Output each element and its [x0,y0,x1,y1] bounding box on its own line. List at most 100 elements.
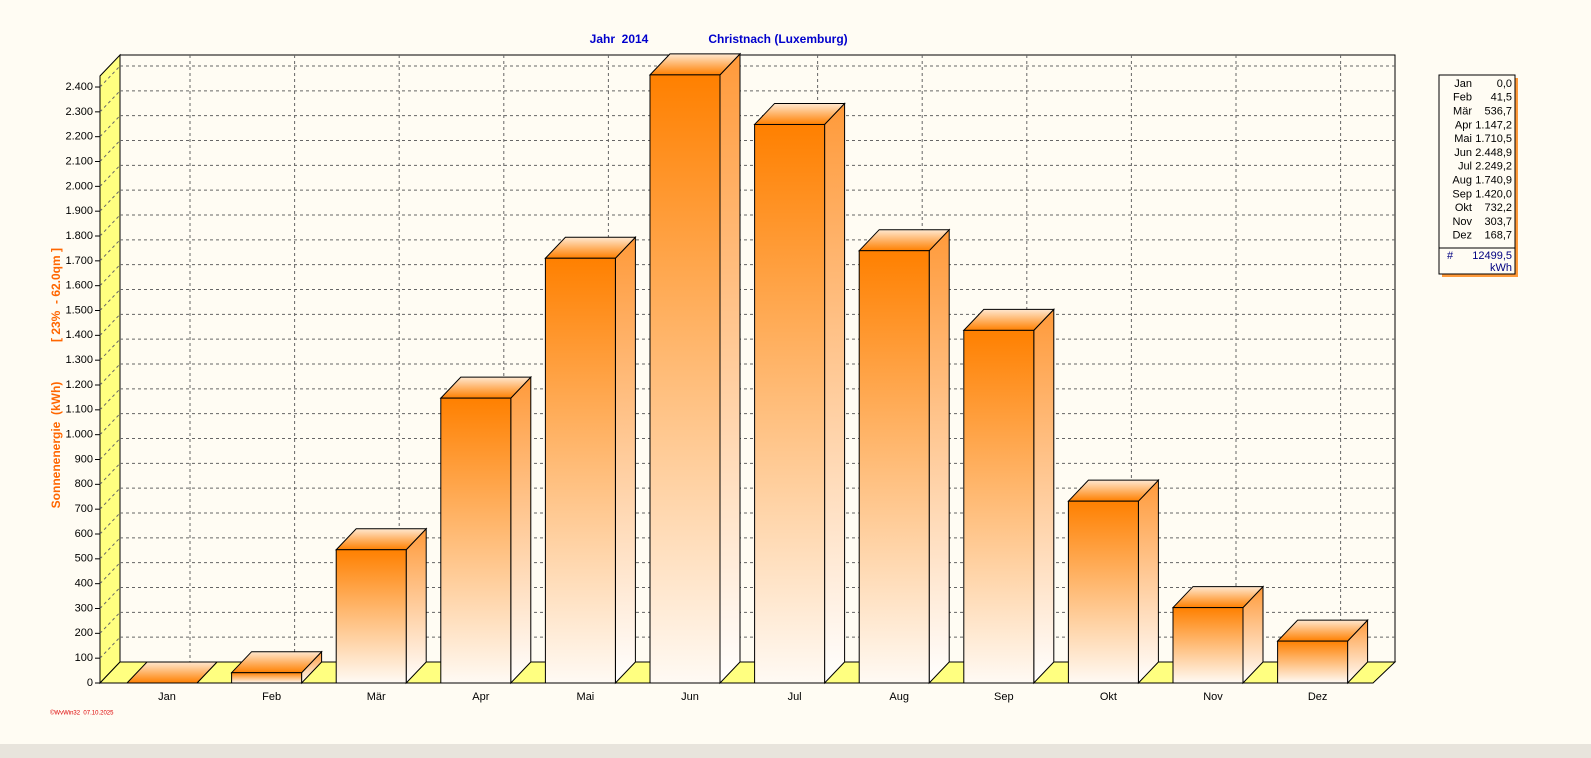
x-tick-label: Feb [262,691,281,703]
legend-box [1438,74,1516,275]
y-axis-note: [ 23% - 62.0qm ] [49,248,63,342]
grid-line [99,487,121,510]
grid-line [99,611,121,634]
y-tick-label: 1.200 [65,379,93,391]
legend-value: 2.448,9 [1475,147,1512,159]
legend-value: 168,7 [1484,230,1512,242]
legend-month: Nov [1452,216,1472,228]
legend-value: 732,2 [1484,202,1512,214]
grid-line [99,512,121,535]
bar [1067,500,1139,684]
y-tick-label: 2.000 [65,180,93,192]
legend-month: Jun [1454,147,1472,159]
legend-month: Okt [1455,202,1472,214]
legend-value: 1.710,5 [1475,133,1512,145]
y-tick-label: 2.400 [65,81,93,93]
y-tick-label: 800 [75,478,93,490]
chart-subtitle: Christnach (Luxemburg) [708,32,847,46]
x-tick-label: Okt [1100,691,1117,703]
status-strip [0,744,1591,758]
y-tick-label: 400 [75,578,93,590]
y-tick-label: 2.200 [65,131,93,143]
y-axis-label: Sonnenenergie (kWh) [49,382,63,509]
bar [754,123,826,684]
y-tick-label: 2.100 [65,155,93,167]
grid-line [99,115,121,138]
bar-side [614,235,636,685]
grid-line [99,264,121,287]
legend-month: Jan [1454,78,1472,90]
bar-side [928,228,950,685]
bar-side [510,375,532,685]
y-tick-label: 1.500 [65,304,93,316]
bar [963,329,1035,684]
legend-month: Jul [1458,161,1472,173]
footer: ©WvWin32 07.10.2025 [50,710,114,717]
y-tick-label: 600 [75,528,93,540]
bar-side [1137,478,1159,685]
legend-month: Feb [1453,92,1472,104]
grid-line [99,363,121,386]
bar [1277,640,1349,684]
x-tick-label: Jul [788,691,802,703]
bar-side [824,102,846,685]
legend-month: Mai [1454,133,1472,145]
y-tick-label: 2.300 [65,106,93,118]
bar [231,672,303,684]
legend-value: 41,5 [1491,92,1512,104]
legend-value: 303,7 [1484,216,1512,228]
y-tick-label: 0 [87,677,93,689]
y-tick-label: 1.800 [65,230,93,242]
grid-line [99,165,121,187]
bar [335,549,407,684]
x-tick-label: Jun [681,691,699,703]
grid-line [99,438,121,460]
y-tick-label: 1.900 [65,205,93,217]
grid-line [99,413,121,436]
grid-line [99,388,121,411]
legend-month: Aug [1452,175,1472,187]
x-tick-label: Aug [889,691,909,703]
legend-value: 1.420,0 [1475,188,1512,200]
y-tick-label: 1.700 [65,255,93,267]
grid-line [99,587,121,609]
legend-month: Dez [1452,230,1472,242]
grid-line [99,537,121,560]
bar-side [1033,308,1055,685]
total-value: 12499,5 [1472,250,1512,262]
legend-month: Sep [1452,188,1472,200]
legend-value: 1.147,2 [1475,119,1512,131]
bar-top [125,661,219,684]
y-tick-label: 500 [75,553,93,565]
x-tick-label: Sep [994,691,1014,703]
y-tick-label: 1.600 [65,280,93,292]
y-tick-label: 700 [75,503,93,515]
grid-line [99,462,121,485]
grid-line [99,338,121,361]
y-tick-label: 300 [75,602,93,614]
grid-line [99,562,121,585]
total-symbol: # [1447,250,1454,262]
grid-line [99,636,121,659]
bar-side [719,52,741,685]
y-tick-label: 900 [75,453,93,465]
legend-value: 536,7 [1484,106,1512,118]
grid-line [99,313,121,336]
x-tick-label: Jan [158,691,176,703]
left-wall [99,53,121,685]
y-tick-label: 1.100 [65,404,93,416]
grid-line [99,214,121,237]
x-tick-label: Nov [1203,691,1223,703]
grid-line [99,189,121,212]
y-tick-label: 1.400 [65,329,93,341]
bar [544,257,616,684]
bar [649,74,721,684]
grid-line [99,239,121,262]
y-tick-label: 1.000 [65,429,93,441]
chart-title: Jahr 2014 [590,32,649,46]
legend-value: 2.249,2 [1475,161,1512,173]
bar [1172,607,1244,684]
grid-line [99,140,121,162]
legend-value: 1.740,9 [1475,175,1512,187]
